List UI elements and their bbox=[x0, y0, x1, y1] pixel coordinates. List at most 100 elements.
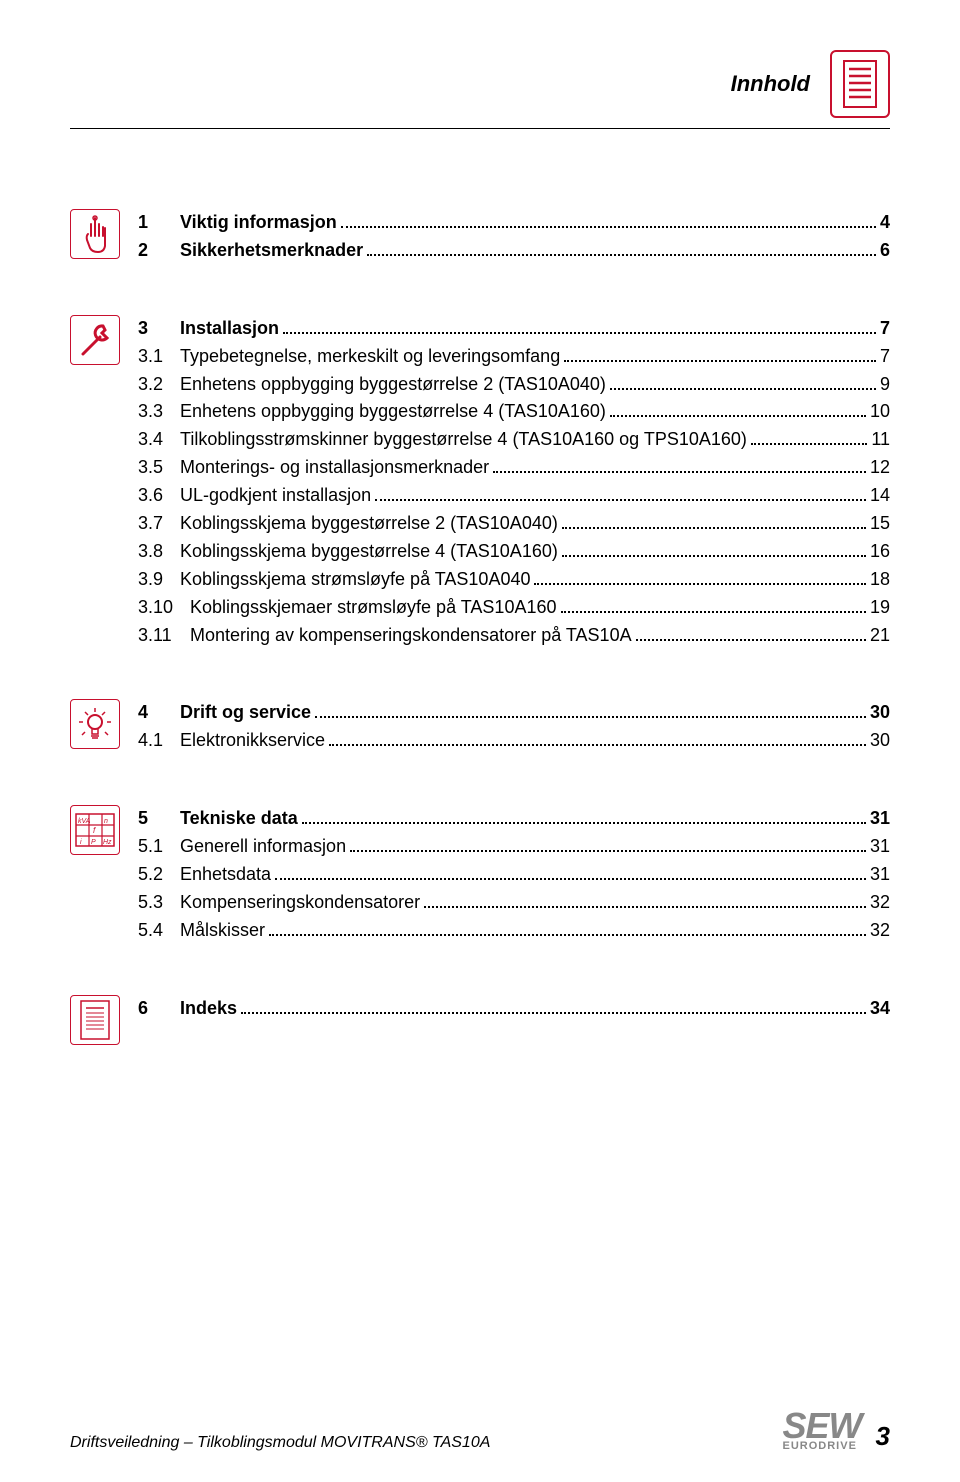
toc-icon bbox=[830, 50, 890, 118]
toc-line[interactable]: 3.11Montering av kompenseringskondensato… bbox=[138, 622, 890, 650]
toc-dots bbox=[367, 254, 876, 256]
toc-num: 3.7 bbox=[138, 510, 180, 538]
toc-line[interactable]: 5Tekniske data31 bbox=[138, 805, 890, 833]
toc-page: 4 bbox=[880, 209, 890, 237]
toc-text: Indeks bbox=[180, 995, 237, 1023]
toc-line[interactable]: 1Viktig informasjon4 bbox=[138, 209, 890, 237]
svg-text:P: P bbox=[91, 839, 96, 846]
toc-line[interactable]: 4.1Elektronikkservice30 bbox=[138, 727, 890, 755]
bulb-icon bbox=[70, 699, 120, 749]
toc-dots bbox=[269, 934, 866, 936]
toc-line[interactable]: 5.1Generell informasjon31 bbox=[138, 833, 890, 861]
svg-text:kVA: kVA bbox=[78, 818, 91, 825]
toc-page: 34 bbox=[870, 995, 890, 1023]
toc-dots bbox=[610, 388, 876, 390]
toc-text: Viktig informasjon bbox=[180, 209, 337, 237]
toc-line[interactable]: 3.9Koblingsskjema strømsløyfe på TAS10A0… bbox=[138, 566, 890, 594]
toc-line[interactable]: 3.1Typebetegnelse, merkeskilt og leverin… bbox=[138, 343, 890, 371]
toc-text: Elektronikkservice bbox=[180, 727, 325, 755]
toc-text: Monterings- og installasjonsmerknader bbox=[180, 454, 489, 482]
toc-num: 3.5 bbox=[138, 454, 180, 482]
toc-dots bbox=[315, 716, 866, 718]
toc-page: 7 bbox=[880, 343, 890, 371]
toc-dots bbox=[341, 226, 876, 228]
toc-num: 3.2 bbox=[138, 371, 180, 399]
toc-num: 3.1 bbox=[138, 343, 180, 371]
toc-line[interactable]: 3.8Koblingsskjema byggestørrelse 4 (TAS1… bbox=[138, 538, 890, 566]
toc-line[interactable]: 3.5Monterings- og installasjonsmerknader… bbox=[138, 454, 890, 482]
toc-section: 4Drift og service304.1Elektronikkservice… bbox=[70, 699, 890, 755]
toc-text: Montering av kompenseringskondensatorer … bbox=[190, 622, 632, 650]
toc-text: Enhetens oppbygging byggestørrelse 2 (TA… bbox=[180, 371, 606, 399]
sew-logo: SEW EURODRIVE bbox=[783, 1410, 862, 1452]
toc-text: Koblingsskjema byggestørrelse 4 (TAS10A1… bbox=[180, 538, 558, 566]
wrench-icon bbox=[70, 315, 120, 365]
toc-line[interactable]: 3.10Koblingsskjemaer strømsløyfe på TAS1… bbox=[138, 594, 890, 622]
toc-line[interactable]: 3.2Enhetens oppbygging byggestørrelse 2 … bbox=[138, 371, 890, 399]
toc-section: 3Installasjon73.1Typebetegnelse, merkesk… bbox=[70, 315, 890, 650]
toc-num: 5.1 bbox=[138, 833, 180, 861]
toc-page: 31 bbox=[870, 861, 890, 889]
toc-section: 1Viktig informasjon42Sikkerhetsmerknader… bbox=[70, 209, 890, 265]
toc-text: Drift og service bbox=[180, 699, 311, 727]
toc-section: kVAnfiPHz5Tekniske data315.1Generell inf… bbox=[70, 805, 890, 944]
section-content: 1Viktig informasjon42Sikkerhetsmerknader… bbox=[138, 209, 890, 265]
toc-dots bbox=[562, 555, 866, 557]
toc-text: Sikkerhetsmerknader bbox=[180, 237, 363, 265]
toc-dots bbox=[424, 906, 866, 908]
toc-line[interactable]: 3Installasjon7 bbox=[138, 315, 890, 343]
toc-text: Målskisser bbox=[180, 917, 265, 945]
toc-line[interactable]: 2Sikkerhetsmerknader6 bbox=[138, 237, 890, 265]
toc-num: 6 bbox=[138, 995, 180, 1023]
toc-num: 3.9 bbox=[138, 566, 180, 594]
page-footer: Driftsveiledning – Tilkoblingsmodul MOVI… bbox=[0, 1410, 960, 1452]
toc-text: Installasjon bbox=[180, 315, 279, 343]
toc-page: 32 bbox=[870, 917, 890, 945]
section-content: 3Installasjon73.1Typebetegnelse, merkesk… bbox=[138, 315, 890, 650]
section-icon-col bbox=[70, 315, 120, 650]
toc-line[interactable]: 6Indeks 34 bbox=[138, 995, 890, 1023]
toc-page: 15 bbox=[870, 510, 890, 538]
svg-text:f: f bbox=[93, 826, 96, 835]
svg-text:n: n bbox=[104, 818, 108, 825]
toc-text: Koblingsskjema strømsløyfe på TAS10A040 bbox=[180, 566, 530, 594]
section-icon-col bbox=[70, 699, 120, 755]
toc-num: 5.3 bbox=[138, 889, 180, 917]
toc-num: 3.6 bbox=[138, 482, 180, 510]
toc-dots bbox=[610, 415, 866, 417]
toc-line[interactable]: 3.7Koblingsskjema byggestørrelse 2 (TAS1… bbox=[138, 510, 890, 538]
section-content: 4Drift og service304.1Elektronikkservice… bbox=[138, 699, 890, 755]
toc-text: Koblingsskjema byggestørrelse 2 (TAS10A0… bbox=[180, 510, 558, 538]
toc-text: Tekniske data bbox=[180, 805, 298, 833]
toc-line[interactable]: 4Drift og service30 bbox=[138, 699, 890, 727]
toc-page: 18 bbox=[870, 566, 890, 594]
toc-line[interactable]: 3.6UL-godkjent installasjon14 bbox=[138, 482, 890, 510]
toc-num: 3.10 bbox=[138, 594, 190, 622]
page-header: Innhold bbox=[70, 50, 890, 129]
toc-text: UL-godkjent installasjon bbox=[180, 482, 371, 510]
toc-page: 30 bbox=[870, 727, 890, 755]
toc-num: 2 bbox=[138, 237, 180, 265]
section-icon-col bbox=[70, 995, 120, 1045]
toc-page: 10 bbox=[870, 398, 890, 426]
toc-dots bbox=[275, 878, 866, 880]
toc-line[interactable]: 5.3Kompenseringskondensatorer32 bbox=[138, 889, 890, 917]
toc-text: Koblingsskjemaer strømsløyfe på TAS10A16… bbox=[190, 594, 557, 622]
toc-page: 19 bbox=[870, 594, 890, 622]
toc-line[interactable]: 3.3Enhetens oppbygging byggestørrelse 4 … bbox=[138, 398, 890, 426]
toc-page: 16 bbox=[870, 538, 890, 566]
toc-line[interactable]: 5.2Enhetsdata31 bbox=[138, 861, 890, 889]
toc-dots bbox=[302, 822, 866, 824]
toc-text: Enhetsdata bbox=[180, 861, 271, 889]
table-icon: kVAnfiPHz bbox=[70, 805, 120, 855]
toc-page: 31 bbox=[870, 833, 890, 861]
toc-dots bbox=[350, 850, 866, 852]
toc-dots bbox=[751, 443, 867, 445]
section-content: 6Indeks 34 bbox=[138, 995, 890, 1045]
hand-icon bbox=[70, 209, 120, 259]
toc-line[interactable]: 5.4Målskisser32 bbox=[138, 917, 890, 945]
toc-dots bbox=[493, 471, 866, 473]
toc-page: 7 bbox=[880, 315, 890, 343]
toc-sections: 1Viktig informasjon42Sikkerhetsmerknader… bbox=[70, 209, 890, 1045]
toc-line[interactable]: 3.4Tilkoblingsstrømskinner byggestørrels… bbox=[138, 426, 890, 454]
